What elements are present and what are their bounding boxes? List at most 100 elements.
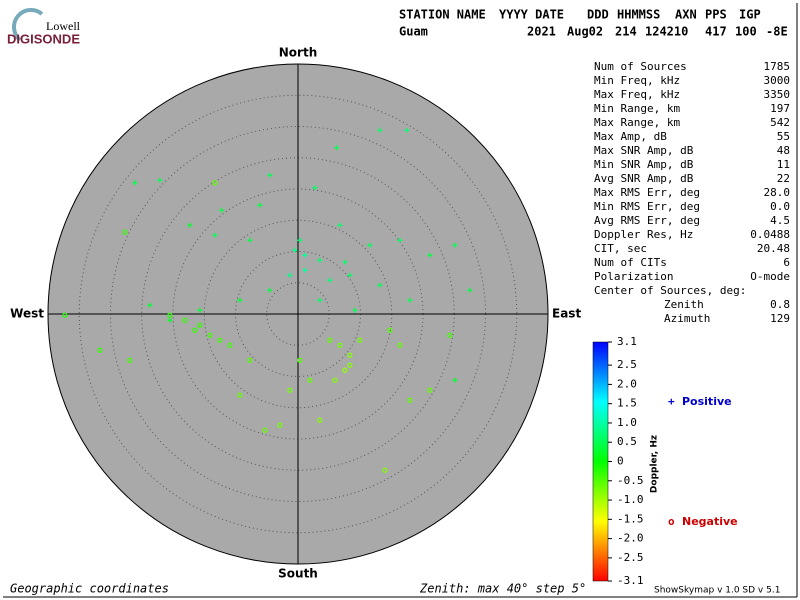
source-positive	[132, 180, 138, 186]
stat-label: Num of Sources	[594, 60, 687, 73]
stat-value: 55	[777, 130, 790, 143]
source-negative	[337, 342, 343, 348]
source-negative	[382, 467, 388, 473]
source-positive	[302, 267, 308, 273]
skymap-plot	[47, 63, 549, 565]
stat-label: Min RMS Err, deg	[594, 200, 700, 213]
source-positive	[147, 302, 153, 308]
source-negative	[287, 387, 293, 393]
footer-left: Geographic coordinates	[10, 582, 169, 596]
stat-value: 542	[770, 116, 790, 129]
source-negative	[227, 342, 233, 348]
source-negative	[427, 387, 433, 393]
source-positive	[157, 177, 163, 183]
header-value: 2021	[527, 25, 556, 39]
stat-label: CIT, sec	[594, 242, 647, 255]
source-positive	[347, 272, 353, 278]
direction-west: West	[10, 307, 44, 321]
header-field: IGP	[739, 8, 761, 22]
stat-value: 6	[783, 256, 790, 269]
stat-value: 0.0488	[750, 228, 790, 241]
footer-middle: Zenith: max 40° step 5°	[419, 582, 586, 596]
source-positive	[212, 232, 218, 238]
colorbar-tick-label: 3.1	[617, 335, 637, 348]
stat-label: Polarization	[594, 270, 673, 283]
source-positive	[267, 287, 273, 293]
direction-east: East	[552, 307, 581, 321]
source-positive	[312, 185, 318, 191]
source-positive	[377, 127, 383, 133]
header-field: YYYY DATE	[499, 8, 564, 22]
source-negative	[97, 347, 103, 353]
logo-arc	[12, 8, 44, 42]
source-positive	[452, 377, 458, 383]
colorbar-tick-label: -2.5	[617, 551, 644, 564]
colorbar-tick-label: 2.5	[617, 358, 637, 371]
colorbar-tick-label: 1.5	[617, 397, 637, 410]
legend-label: Positive	[682, 395, 732, 408]
stat-label: Azimuth	[664, 312, 710, 325]
direction-north: North	[279, 46, 317, 60]
logo-main: DIGISONDE	[7, 31, 80, 46]
source-positive	[247, 237, 253, 243]
stat-heading: Center of Sources, deg:	[594, 284, 746, 297]
direction-south: South	[278, 567, 318, 581]
source-positive	[197, 307, 203, 313]
stat-value: 22	[777, 172, 790, 185]
source-negative	[387, 327, 393, 333]
stat-value: 28.0	[764, 186, 791, 199]
source-positive	[219, 207, 225, 213]
source-positive	[297, 237, 303, 243]
header-field: HHMMSS	[617, 8, 660, 22]
stat-value: 197	[770, 102, 790, 115]
header-value: 214	[615, 25, 637, 39]
source-negative	[62, 312, 68, 318]
stat-value: O-mode	[750, 270, 790, 283]
colorbar	[592, 341, 609, 582]
source-negative	[347, 362, 353, 368]
stat-label: Doppler Res, Hz	[594, 228, 693, 241]
source-positive	[317, 297, 323, 303]
stat-label: Max Range, km	[594, 116, 680, 129]
stat-label: Max Freq, kHz	[594, 88, 680, 101]
colorbar-tick-label: 0.5	[617, 435, 637, 448]
stat-label: Max SNR Amp, dB	[594, 144, 694, 157]
source-negative	[397, 342, 403, 348]
source-positive	[397, 237, 403, 243]
header-value: 100	[735, 25, 757, 39]
header-value: Aug02	[567, 25, 603, 39]
stat-value: 0.0	[770, 200, 790, 213]
legend-marker: o	[668, 515, 675, 528]
source-positive	[334, 145, 340, 151]
header-value: -8E	[766, 25, 788, 39]
colorbar-label: Doppler, Hz	[650, 435, 660, 493]
stat-value: 1785	[764, 60, 791, 73]
footer-right: ShowSkymap v 1.0 SD v 5.1	[654, 586, 780, 596]
legend-marker: +	[668, 395, 675, 408]
source-positive	[427, 252, 433, 258]
source-negative	[332, 377, 338, 383]
stat-value: 20.48	[757, 242, 790, 255]
stat-value: 0.8	[770, 298, 790, 311]
source-negative	[182, 317, 188, 323]
source-negative	[347, 352, 353, 358]
legend-label: Negative	[682, 515, 738, 528]
source-positive	[257, 202, 263, 208]
source-negative	[197, 322, 203, 328]
stat-label: Max Amp, dB	[594, 130, 667, 143]
stat-value: 3350	[764, 88, 791, 101]
source-positive	[367, 242, 373, 248]
source-positive	[167, 317, 173, 323]
source-negative	[277, 422, 283, 428]
stat-value: 48	[777, 144, 790, 157]
stat-label: Avg RMS Err, deg	[594, 214, 700, 227]
source-negative	[237, 392, 243, 398]
source-positive	[237, 297, 243, 303]
stat-value: 3000	[764, 74, 791, 87]
header-value: 417	[705, 25, 727, 39]
source-positive	[187, 222, 193, 228]
source-negative	[247, 357, 253, 363]
source-negative	[207, 332, 213, 338]
source-negative	[342, 367, 348, 373]
